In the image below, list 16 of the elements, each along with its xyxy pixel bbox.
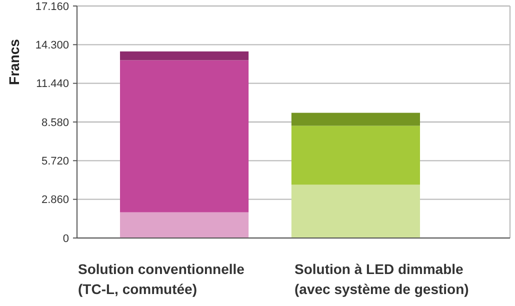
y-tick-label: 2.860	[41, 194, 69, 206]
y-axis-title: Francs	[6, 38, 22, 85]
y-tick-label: 0	[62, 232, 69, 245]
x-tick-label: Solution à LED dimmable (avec système de gestion)	[294, 261, 469, 297]
y-tick-label: 11.440	[36, 78, 69, 90]
bar	[291, 184, 420, 238]
y-tick-label: 14.300	[35, 40, 69, 52]
x-tick-label: Solution conventionnelle (TC-L, commutée)	[78, 261, 245, 297]
bar	[291, 112, 420, 126]
y-tick-label: 5.720	[41, 156, 69, 168]
bar	[291, 126, 420, 185]
bar	[120, 60, 249, 212]
bar	[120, 51, 249, 60]
y-tick-label: 8.580	[41, 116, 69, 129]
bar	[120, 212, 249, 238]
y-tick-label: 17.160	[35, 0, 69, 13]
